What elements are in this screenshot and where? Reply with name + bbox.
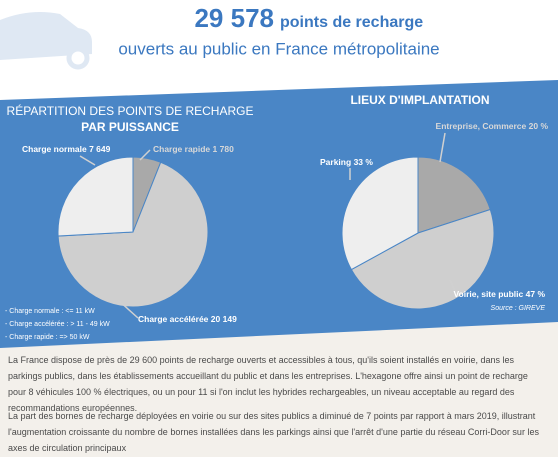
slice-category: Charge rapide	[153, 144, 210, 154]
leader-line	[439, 132, 446, 163]
car-wheel	[66, 46, 90, 70]
slice-label: Voirie, site public 47 %	[454, 289, 546, 299]
slice-label: Entreprise, Commerce 20 %	[436, 121, 549, 131]
chart-title: LIEUX D'IMPLANTATION	[350, 93, 489, 107]
leader-line	[117, 299, 139, 319]
pie-slice	[57, 156, 134, 237]
slice-label: Charge rapide 1 780	[153, 144, 234, 154]
slice-value: 20 149	[211, 314, 237, 324]
legend-note: - Charge rapide : => 50 kW	[5, 334, 90, 341]
slice-label: Parking 33 %	[320, 157, 373, 167]
paragraph: La part des bornes de recharge déployées…	[8, 411, 539, 453]
leader-line	[79, 155, 96, 166]
paragraph: La France dispose de près de 29 600 poin…	[8, 355, 528, 413]
leader-line	[139, 149, 151, 161]
slice-label: Charge normale 7 649	[22, 144, 111, 154]
pie-slice	[57, 161, 209, 308]
slice-label: Charge accélérée 20 149	[138, 314, 237, 324]
slice-value: 20 %	[529, 121, 549, 131]
slice-category: Parking	[320, 157, 351, 167]
header-subtitle: ouverts au public en France métropolitai…	[118, 39, 439, 58]
pie-slice	[417, 156, 491, 234]
legend-note: - Charge accélérée : > 11 - 49 kW	[5, 321, 110, 328]
slice-category: Charge normale	[22, 144, 87, 154]
pie-slice	[350, 208, 495, 310]
chart-title: RÉPARTITION DES POINTS DE RECHARGE	[7, 103, 254, 118]
slice-value: 1 780	[213, 144, 235, 154]
header-title: points de recharge	[280, 14, 423, 31]
pie-slice	[341, 156, 419, 271]
slice-category: Charge accélérée	[138, 314, 209, 324]
slice-value: 7 649	[89, 144, 111, 154]
source: Source : GIREVE	[491, 305, 546, 312]
slice-value: 33 %	[354, 157, 374, 167]
car-icon	[0, 12, 92, 60]
legend-note: - Charge normale : <= 11 kW	[5, 308, 95, 315]
slice-category: Voirie, site public	[454, 289, 524, 299]
header-number: 29 578	[194, 3, 274, 33]
chart-subtitle: PAR PUISSANCE	[81, 120, 179, 134]
leader-line	[449, 279, 456, 292]
slice-value: 47 %	[526, 289, 546, 299]
slice-category: Entreprise, Commerce	[436, 121, 527, 131]
